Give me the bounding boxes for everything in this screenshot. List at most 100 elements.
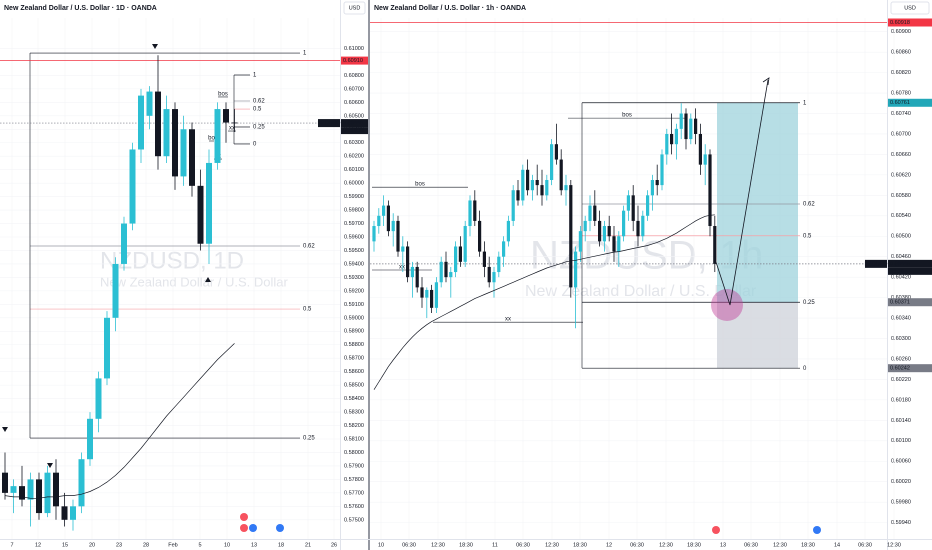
x-tick-label: 23 <box>116 542 122 548</box>
symbol-tag <box>865 259 887 268</box>
price-tag <box>341 56 368 65</box>
candle-body <box>670 133 674 145</box>
x-tick-label: 21 <box>305 542 311 548</box>
event-icon[interactable] <box>240 513 248 521</box>
y-tick-label: 0.58100 <box>344 436 364 442</box>
candle-body <box>415 266 419 288</box>
candle-body <box>588 205 592 221</box>
y-tick-label: 0.58400 <box>344 396 364 402</box>
candle-body <box>650 180 654 196</box>
countdown-tag <box>888 267 932 275</box>
candle-body <box>574 251 578 288</box>
candle-body <box>214 109 221 163</box>
candle-body <box>622 210 626 237</box>
x-tick-label: 12:30 <box>545 542 559 548</box>
panel-divider <box>368 0 370 550</box>
candle-body <box>679 113 683 129</box>
candle-body <box>521 169 525 201</box>
y-tick-label: 0.60620 <box>891 172 911 178</box>
candle-body <box>703 154 707 165</box>
price-tag-label: 0.60371 <box>890 300 910 306</box>
candle-body <box>578 231 582 252</box>
candle-body <box>540 185 544 196</box>
candle-body <box>554 144 558 160</box>
structure-label: xx <box>399 265 405 271</box>
candle-body <box>516 190 520 201</box>
y-tick-label: 0.59900 <box>344 194 364 200</box>
swing-marker <box>47 463 53 468</box>
price-tag-label: 0.60918 <box>890 20 910 26</box>
candle-body <box>2 472 8 493</box>
y-tick-label: 0.58900 <box>344 329 364 335</box>
y-tick-label: 0.59500 <box>344 248 364 254</box>
event-icon[interactable] <box>240 524 248 532</box>
candle-body <box>583 220 587 232</box>
x-tick-label: 12 <box>35 542 41 548</box>
candle-body <box>61 506 68 520</box>
candle-body <box>121 223 127 264</box>
currency-label: USD <box>349 5 361 11</box>
watermark-subtitle: New Zealand Dollar / U.S. Dollar <box>525 283 757 300</box>
candle-body <box>430 289 434 308</box>
chart-title: New Zealand Dollar / U.S. Dollar · 1D · … <box>4 5 157 12</box>
y-tick-label: 0.59800 <box>344 208 364 214</box>
price-tag <box>888 98 932 107</box>
x-tick-label: 10 <box>378 542 384 548</box>
fib-label: 0.25 <box>253 125 265 131</box>
candle-body <box>129 149 136 224</box>
y-tick-label: 0.60340 <box>891 316 911 322</box>
candle-body <box>535 180 539 186</box>
y-tick-label: 0.61000 <box>344 46 364 52</box>
fib-label: 1 <box>803 100 807 106</box>
candle-body <box>231 122 238 124</box>
chart-panel: 0.57500 0.57600 0.57700 0.57800 0.57900 0.580… <box>0 0 368 548</box>
arrow-head <box>762 77 770 86</box>
y-tick-label: 0.60900 <box>891 29 911 35</box>
x-tick-label: Feb <box>168 542 177 548</box>
x-tick-label: 28 <box>143 542 149 548</box>
event-icon[interactable] <box>249 524 257 532</box>
fib-label: 0.5 <box>303 307 312 313</box>
fib-label: 0 <box>803 366 807 372</box>
y-tick-label: 0.60220 <box>891 377 911 383</box>
swing-marker <box>152 44 158 49</box>
candle-body <box>386 205 390 232</box>
candle-body <box>146 91 153 116</box>
y-tick-label: 0.59300 <box>344 275 364 281</box>
candle-body <box>434 282 438 308</box>
currency-label: USD <box>904 5 916 11</box>
y-tick-label: 0.60860 <box>891 50 911 56</box>
candle-body <box>70 506 76 520</box>
candle-body <box>463 226 467 262</box>
y-tick-label: 0.60500 <box>344 113 364 119</box>
fib-label: 0.62 <box>253 99 265 105</box>
event-icon[interactable] <box>276 524 284 532</box>
structure-label: bos <box>415 182 425 188</box>
candle-body <box>19 486 25 500</box>
candle-body <box>473 200 477 221</box>
candle-body <box>458 246 462 262</box>
fib-label: 0.62 <box>803 202 815 208</box>
event-icon[interactable] <box>712 526 720 534</box>
structure-label: bos <box>622 113 632 119</box>
x-tick-label: 14 <box>834 542 840 548</box>
loss-zone <box>717 302 798 369</box>
candle-body <box>487 266 491 283</box>
event-icon[interactable] <box>813 526 821 534</box>
candle-body <box>674 128 678 145</box>
y-tick-label: 0.60460 <box>891 254 911 260</box>
profit-zone <box>717 102 798 303</box>
y-tick-label: 0.57700 <box>344 490 364 496</box>
x-tick-label: 12:30 <box>887 542 901 548</box>
swing-marker <box>2 427 8 432</box>
x-tick-label: 20 <box>89 542 95 548</box>
price-tag <box>341 119 368 128</box>
y-tick-label: 0.60000 <box>344 181 364 187</box>
candle-body <box>526 169 530 191</box>
x-tick-label: 15 <box>62 542 68 548</box>
y-tick-label: 0.60200 <box>344 154 364 160</box>
y-tick-label: 0.60300 <box>344 140 364 146</box>
candle-body <box>689 118 693 140</box>
y-tick-label: 0.59400 <box>344 261 364 267</box>
y-tick-label: 0.58800 <box>344 342 364 348</box>
